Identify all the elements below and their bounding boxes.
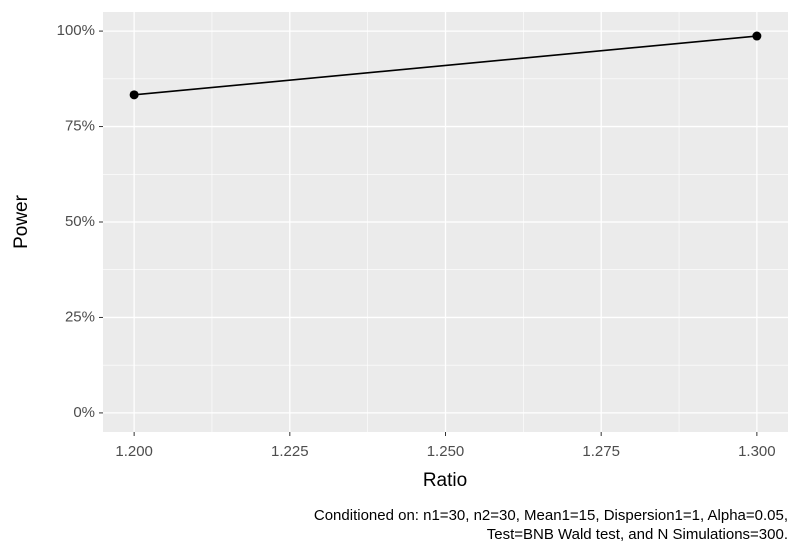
caption: Test=BNB Wald test, and N Simulations=30…	[487, 526, 788, 543]
marks	[129, 31, 762, 100]
grid	[103, 12, 788, 432]
x-tick-label: 1.225	[271, 443, 309, 460]
x-tick-label: 1.250	[427, 443, 465, 460]
line	[134, 35, 757, 96]
y-tick-label: 0%	[73, 404, 95, 421]
x-tick-label: 1.275	[582, 443, 620, 460]
y-tick-label: 75%	[65, 118, 95, 135]
y-axis-title: Power	[11, 194, 32, 249]
x-tick-label: 1.200	[115, 443, 153, 460]
y-tick-label: 100%	[57, 22, 95, 39]
point	[129, 90, 139, 100]
x-axis-title: Ratio	[423, 470, 467, 491]
x-tick-label: 1.300	[738, 443, 776, 460]
caption: Conditioned on: n1=30, n2=30, Mean1=15, …	[314, 507, 788, 524]
y-tick-label: 50%	[65, 213, 95, 230]
point	[752, 31, 762, 41]
y-tick-label: 25%	[65, 308, 95, 325]
